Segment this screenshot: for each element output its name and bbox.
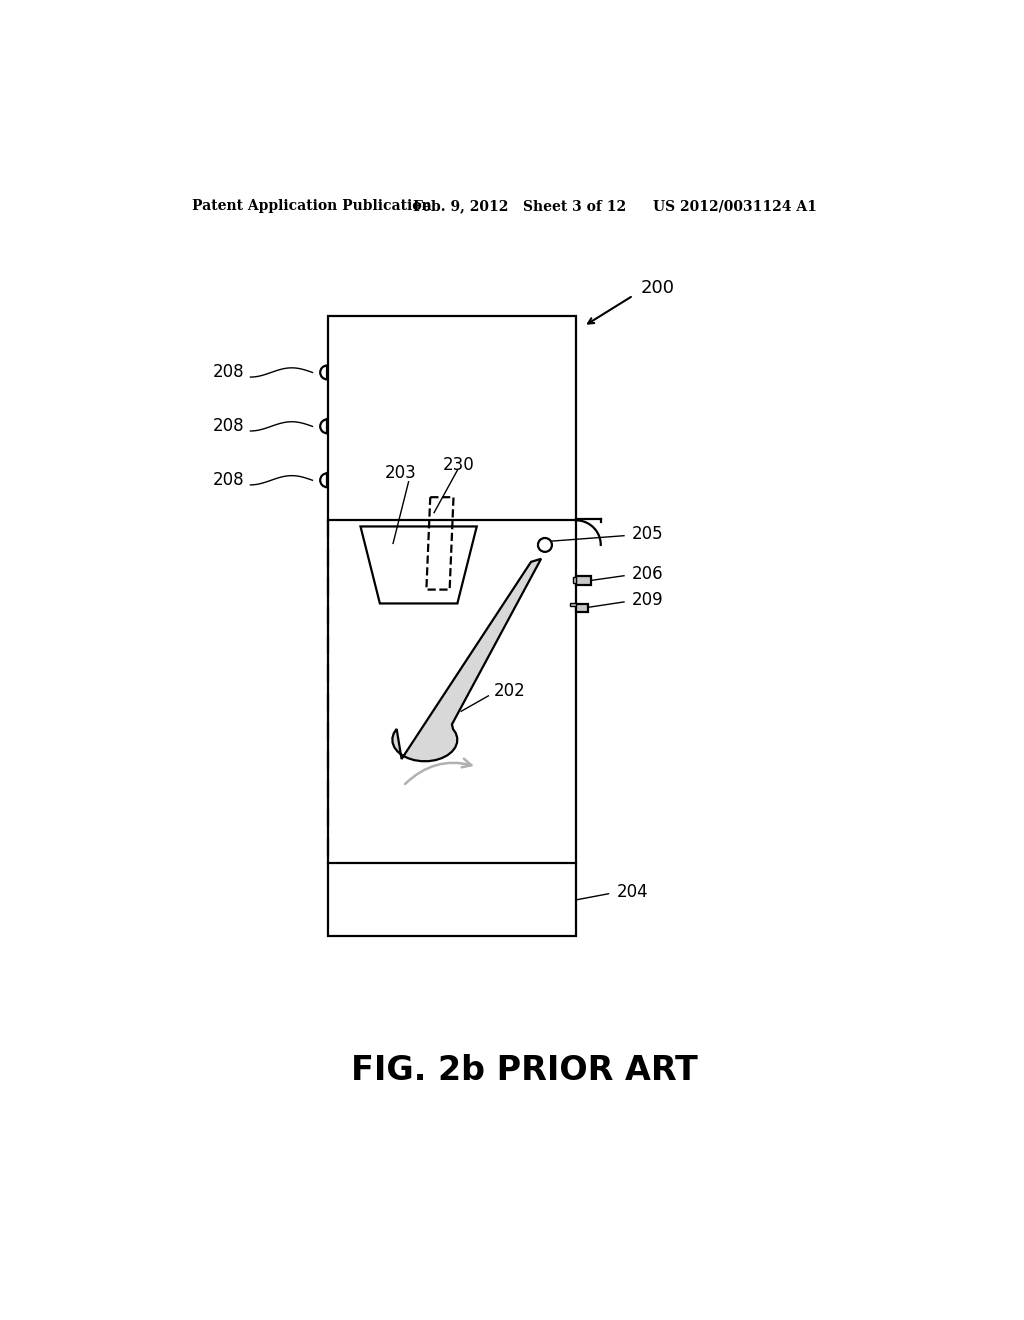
Bar bbox=[572, 577, 575, 583]
Text: 203: 203 bbox=[385, 463, 417, 482]
Text: 202: 202 bbox=[494, 682, 525, 700]
Text: 204: 204 bbox=[616, 883, 648, 902]
Text: 208: 208 bbox=[213, 417, 245, 436]
Text: FIG. 2b PRIOR ART: FIG. 2b PRIOR ART bbox=[351, 1055, 698, 1088]
Text: 209: 209 bbox=[632, 591, 664, 610]
Text: 206: 206 bbox=[632, 565, 664, 583]
Text: US 2012/0031124 A1: US 2012/0031124 A1 bbox=[653, 199, 817, 213]
Text: 200: 200 bbox=[641, 279, 675, 297]
Polygon shape bbox=[392, 558, 541, 762]
FancyArrowPatch shape bbox=[406, 759, 471, 784]
Text: 205: 205 bbox=[632, 525, 664, 543]
Bar bbox=[569, 603, 575, 606]
Text: Patent Application Publication: Patent Application Publication bbox=[191, 199, 431, 213]
Bar bbox=[575, 576, 592, 585]
Bar bbox=[575, 605, 589, 612]
Text: Feb. 9, 2012   Sheet 3 of 12: Feb. 9, 2012 Sheet 3 of 12 bbox=[414, 199, 627, 213]
Text: 208: 208 bbox=[213, 363, 245, 381]
Text: 208: 208 bbox=[213, 471, 245, 490]
Text: 230: 230 bbox=[443, 455, 475, 474]
